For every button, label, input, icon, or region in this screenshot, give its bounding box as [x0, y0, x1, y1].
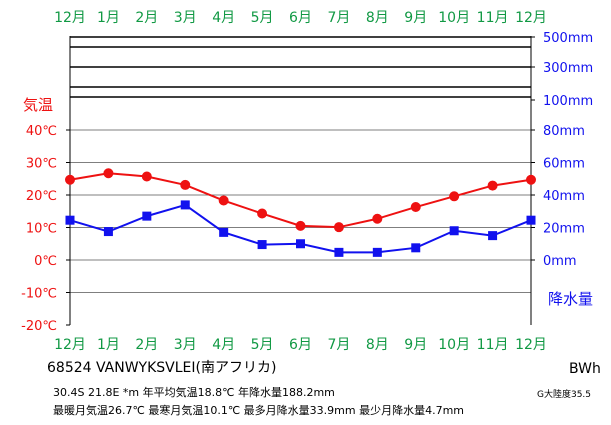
- precipitation-tick-label: 80mm: [543, 124, 585, 139]
- temperature-point: [487, 180, 498, 191]
- month-label-top: 6月: [289, 10, 312, 26]
- temperature-point: [218, 195, 229, 206]
- month-label-top: 10月: [438, 10, 470, 26]
- precipitation-point: [296, 239, 305, 249]
- precipitation-point: [411, 243, 421, 253]
- temperature-tick-label: 20℃: [26, 189, 57, 204]
- month-label-top: 5月: [251, 10, 274, 26]
- month-axis-top: 12月 1月 2月 3月 4月 5月 6月 7月 8月 9月 10月 11月 12月: [54, 10, 547, 26]
- month-label-bottom: 10月: [438, 337, 470, 353]
- precipitation-point: [449, 226, 459, 236]
- temperature-point: [65, 174, 75, 185]
- month-label-top: 12月: [515, 10, 547, 26]
- month-label-top: 8月: [366, 10, 389, 26]
- precipitation-point: [372, 247, 382, 257]
- month-label-top: 12月: [54, 10, 86, 26]
- month-label-top: 11月: [477, 10, 509, 26]
- chart-axes: [66, 36, 535, 326]
- temperature-series: [65, 168, 536, 233]
- precipitation-point: [334, 247, 344, 257]
- temperature-point: [526, 174, 536, 185]
- temperature-axis-label: 気温: [23, 96, 53, 114]
- month-label-bottom: 2月: [135, 337, 158, 353]
- temperature-tick-label: 0℃: [34, 254, 57, 269]
- month-label-top: 9月: [404, 10, 427, 26]
- temperature-axis: 40℃ 30℃ 20℃ 10℃ 0℃ -10℃ -20℃: [21, 124, 57, 334]
- temperature-point: [141, 171, 152, 182]
- temperature-tick-label: -10℃: [21, 287, 57, 302]
- month-label-bottom: 4月: [212, 337, 235, 353]
- station-name: 68524 VANWYKSVLEI(南アフリカ): [47, 360, 277, 376]
- temperature-point: [257, 208, 268, 219]
- month-label-bottom: 5月: [251, 337, 274, 353]
- month-label-top: 7月: [327, 10, 350, 26]
- precipitation-tick-label: 500mm: [543, 31, 593, 46]
- month-label-bottom: 12月: [54, 337, 86, 353]
- precipitation-point: [65, 215, 75, 225]
- month-label-top: 2月: [135, 10, 158, 26]
- station-info-line1: 30.4S 21.8E *m 年平均気温18.8℃ 年降水量188.2mm: [53, 386, 335, 399]
- station-info-line2: 最暖月気温26.7℃ 最寒月気温10.1℃ 最多月降水量33.9mm 最少月降水…: [53, 404, 465, 417]
- precipitation-axis-label: 降水量: [548, 290, 593, 308]
- month-label-bottom: 3月: [174, 337, 197, 353]
- precipitation-point: [180, 200, 190, 210]
- temperature-point: [449, 191, 460, 202]
- precipitation-point: [219, 227, 229, 237]
- month-label-bottom: 12月: [515, 337, 547, 353]
- precipitation-point: [488, 231, 498, 241]
- temperature-point: [410, 202, 421, 213]
- temperature-tick-label: -20℃: [21, 319, 57, 334]
- precipitation-point: [142, 211, 152, 221]
- month-label-bottom: 1月: [97, 337, 120, 353]
- month-label-top: 3月: [174, 10, 197, 26]
- month-label-top: 4月: [212, 10, 235, 26]
- temperature-point: [180, 179, 191, 190]
- precipitation-tick-label: 100mm: [543, 94, 593, 109]
- temperature-point: [372, 213, 383, 224]
- precipitation-tick-label: 0mm: [543, 254, 577, 269]
- precipitation-series: [65, 200, 536, 257]
- precipitation-tick-label: 300mm: [543, 61, 593, 76]
- temperature-point: [333, 222, 344, 233]
- precipitation-tick-label: 20mm: [543, 222, 585, 237]
- continentality-index: G大陸度35.5: [537, 390, 592, 400]
- month-axis-bottom: 12月 1月 2月 3月 4月 5月 6月 7月 8月 9月 10月 11月 12月: [54, 337, 547, 353]
- chart-grid: [70, 36, 531, 293]
- month-label-bottom: 11月: [477, 337, 509, 353]
- temperature-tick-label: 30℃: [26, 157, 57, 172]
- precipitation-tick-label: 40mm: [543, 189, 585, 204]
- temperature-point: [295, 220, 306, 231]
- month-label-bottom: 9月: [404, 337, 427, 353]
- month-label-bottom: 8月: [366, 337, 389, 353]
- temperature-tick-label: 10℃: [26, 222, 57, 237]
- precipitation-point: [257, 240, 267, 250]
- month-label-top: 1月: [97, 10, 120, 26]
- precipitation-point: [526, 215, 536, 225]
- precipitation-tick-label: 60mm: [543, 157, 585, 172]
- month-label-bottom: 7月: [327, 337, 350, 353]
- temperature-point: [103, 168, 114, 179]
- temperature-tick-label: 40℃: [26, 124, 57, 139]
- precipitation-axis: 500mm 300mm 100mm 80mm 60mm 40mm 20mm 0mm: [543, 31, 593, 269]
- climate-classification: BWh: [569, 361, 601, 377]
- month-label-bottom: 6月: [289, 337, 312, 353]
- precipitation-point: [103, 227, 113, 237]
